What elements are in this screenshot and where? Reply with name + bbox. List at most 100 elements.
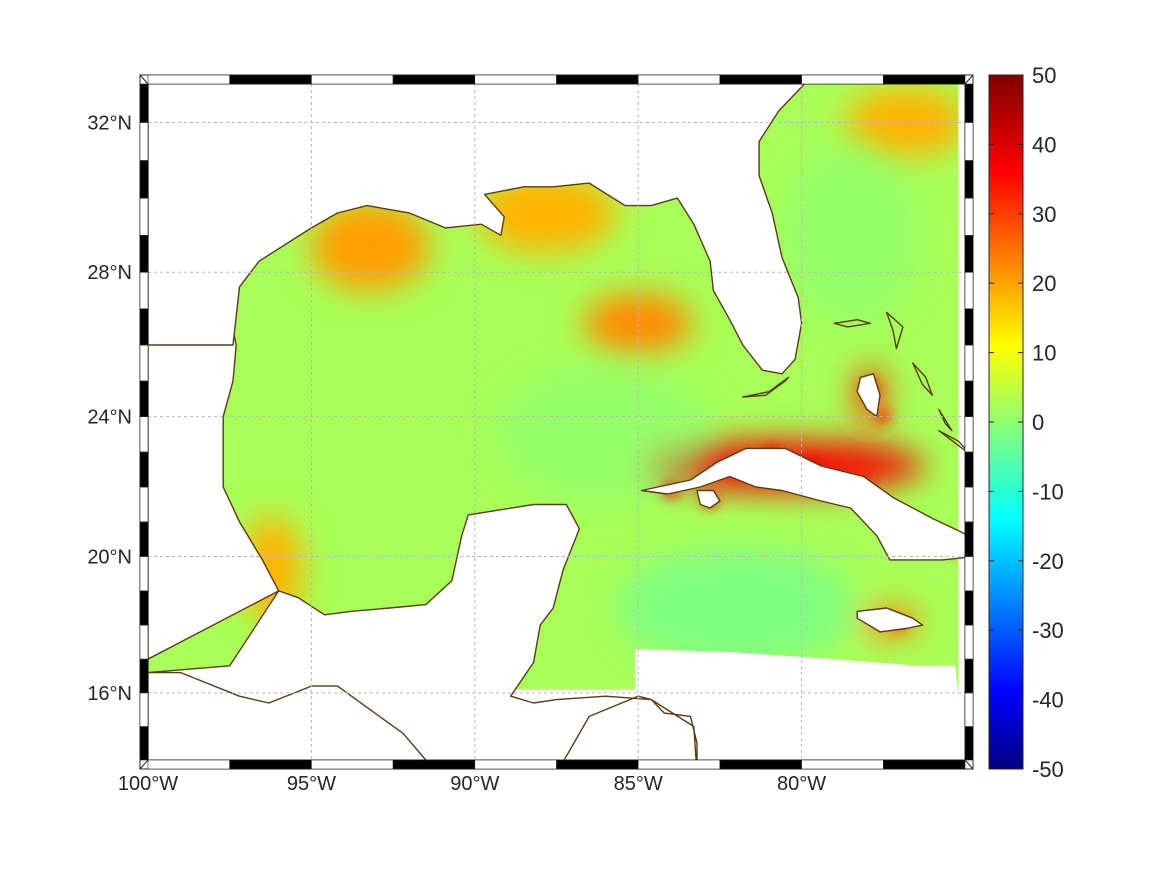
frame-segment — [311, 759, 394, 770]
land-eleuthera — [912, 362, 933, 396]
frame-segment — [229, 759, 312, 770]
frame-segment — [139, 235, 149, 273]
longitude-label: 90°W — [450, 773, 499, 795]
latitude-label: 20°N — [87, 546, 132, 568]
frame-segment — [139, 658, 149, 694]
frame-segment — [964, 590, 974, 626]
frame-corner — [139, 759, 149, 770]
land-isla-juventud — [696, 489, 721, 509]
frame-segment — [964, 122, 974, 161]
field-feature — [583, 293, 694, 354]
frame-segment — [556, 759, 639, 770]
frame-segment — [964, 160, 974, 199]
frame-segment — [637, 759, 721, 770]
colorbar-tick-label: -40 — [1032, 688, 1064, 713]
longitude-label: 85°W — [614, 773, 663, 795]
frame-segment — [139, 122, 149, 161]
colorbar-tick-label: 10 — [1032, 341, 1056, 366]
colorbar: 50 40 30 20 10 0 -10 -20 -30 -40 -50 — [988, 63, 1064, 782]
colorbar-tick-label: -30 — [1032, 618, 1064, 643]
frame-segment — [139, 624, 149, 660]
frame-segment — [139, 344, 149, 382]
frame-segment — [139, 726, 149, 761]
frame-segment — [964, 380, 974, 417]
frame-segment — [392, 74, 476, 85]
frame-segment — [139, 380, 149, 417]
colorbar-tick-label: 50 — [1032, 63, 1056, 88]
frame-segment — [882, 759, 966, 770]
frame-segment — [474, 759, 557, 770]
frame-segment — [311, 74, 394, 85]
latitude-label: 28°N — [87, 262, 132, 284]
colorbar-tick-label: 20 — [1032, 271, 1056, 296]
frame-segment — [139, 556, 149, 592]
field-hotspot — [876, 409, 891, 424]
land-florida-keys — [742, 376, 790, 398]
colorbar-tick-label: 30 — [1032, 202, 1056, 227]
frame-segment — [556, 74, 639, 85]
land-grand-bahama — [833, 319, 871, 328]
colorbar-tick-label: -20 — [1032, 549, 1064, 574]
frame-segment — [801, 759, 884, 770]
frame-corner — [964, 759, 974, 770]
colorbar-tick-label: 40 — [1032, 132, 1056, 157]
frame-segment — [139, 486, 149, 523]
frame-segment — [964, 451, 974, 488]
colorbar-ticks: 50 40 30 20 10 0 -10 -20 -30 -40 -50 — [989, 63, 1064, 782]
frame-segment — [139, 160, 149, 199]
frame-segment — [139, 197, 149, 236]
latitude-tick-labels: 32°N 28°N 24°N 20°N 16°N — [87, 112, 132, 704]
no-data-east — [958, 84, 965, 760]
land-cuba — [640, 447, 965, 561]
frame-segment — [964, 556, 974, 592]
frame-segment — [147, 759, 230, 770]
land-jamaica — [856, 607, 924, 633]
field-feature — [310, 201, 431, 292]
colorbar-tick-label: -50 — [1032, 757, 1064, 782]
frame-segment — [964, 726, 974, 761]
frame-segment — [139, 83, 149, 123]
frame-segment — [139, 521, 149, 557]
field-feature — [476, 173, 617, 254]
map-area: 100°W 95°W 90°W 85°W 80°W 32°N 28°N 24°N 20°N 16… — [87, 74, 974, 795]
land-abaco — [885, 311, 904, 350]
map-frame — [139, 74, 974, 770]
latitude-label: 32°N — [87, 112, 132, 134]
frame-segment — [719, 74, 802, 85]
longitude-label: 95°W — [287, 773, 336, 795]
frame-segment — [964, 521, 974, 557]
frame-corner — [139, 74, 149, 85]
field-feature — [780, 145, 921, 326]
frame-segment — [964, 197, 974, 236]
field-feature — [616, 547, 857, 668]
latitude-label: 16°N — [87, 683, 132, 705]
field-feature — [495, 364, 716, 505]
latitude-label: 24°N — [87, 407, 132, 429]
frame-segment — [964, 271, 974, 310]
frame-segment — [139, 692, 149, 727]
frame-segment — [392, 759, 476, 770]
longitude-label: 80°W — [777, 773, 826, 795]
frame-segment — [964, 624, 974, 660]
frame-segment — [637, 74, 721, 85]
frame-segment — [139, 308, 149, 346]
frame-segment — [964, 308, 974, 346]
land-united-states — [148, 84, 806, 375]
frame-segment — [139, 271, 149, 310]
gridlines — [148, 84, 965, 760]
frame-segment — [964, 658, 974, 694]
frame-segment — [229, 74, 312, 85]
frame-segment — [719, 759, 802, 770]
frame-segment — [139, 590, 149, 626]
frame-segment — [139, 451, 149, 488]
longitude-label: 100°W — [118, 773, 178, 795]
frame-segment — [147, 74, 230, 85]
frame-segment — [139, 416, 149, 453]
frame-segment — [964, 344, 974, 382]
longitude-tick-labels: 100°W 95°W 90°W 85°W 80°W — [118, 773, 826, 795]
frame-segment — [801, 74, 884, 85]
frame-segment — [964, 83, 974, 123]
frame-segment — [964, 235, 974, 273]
frame-segment — [474, 74, 557, 85]
